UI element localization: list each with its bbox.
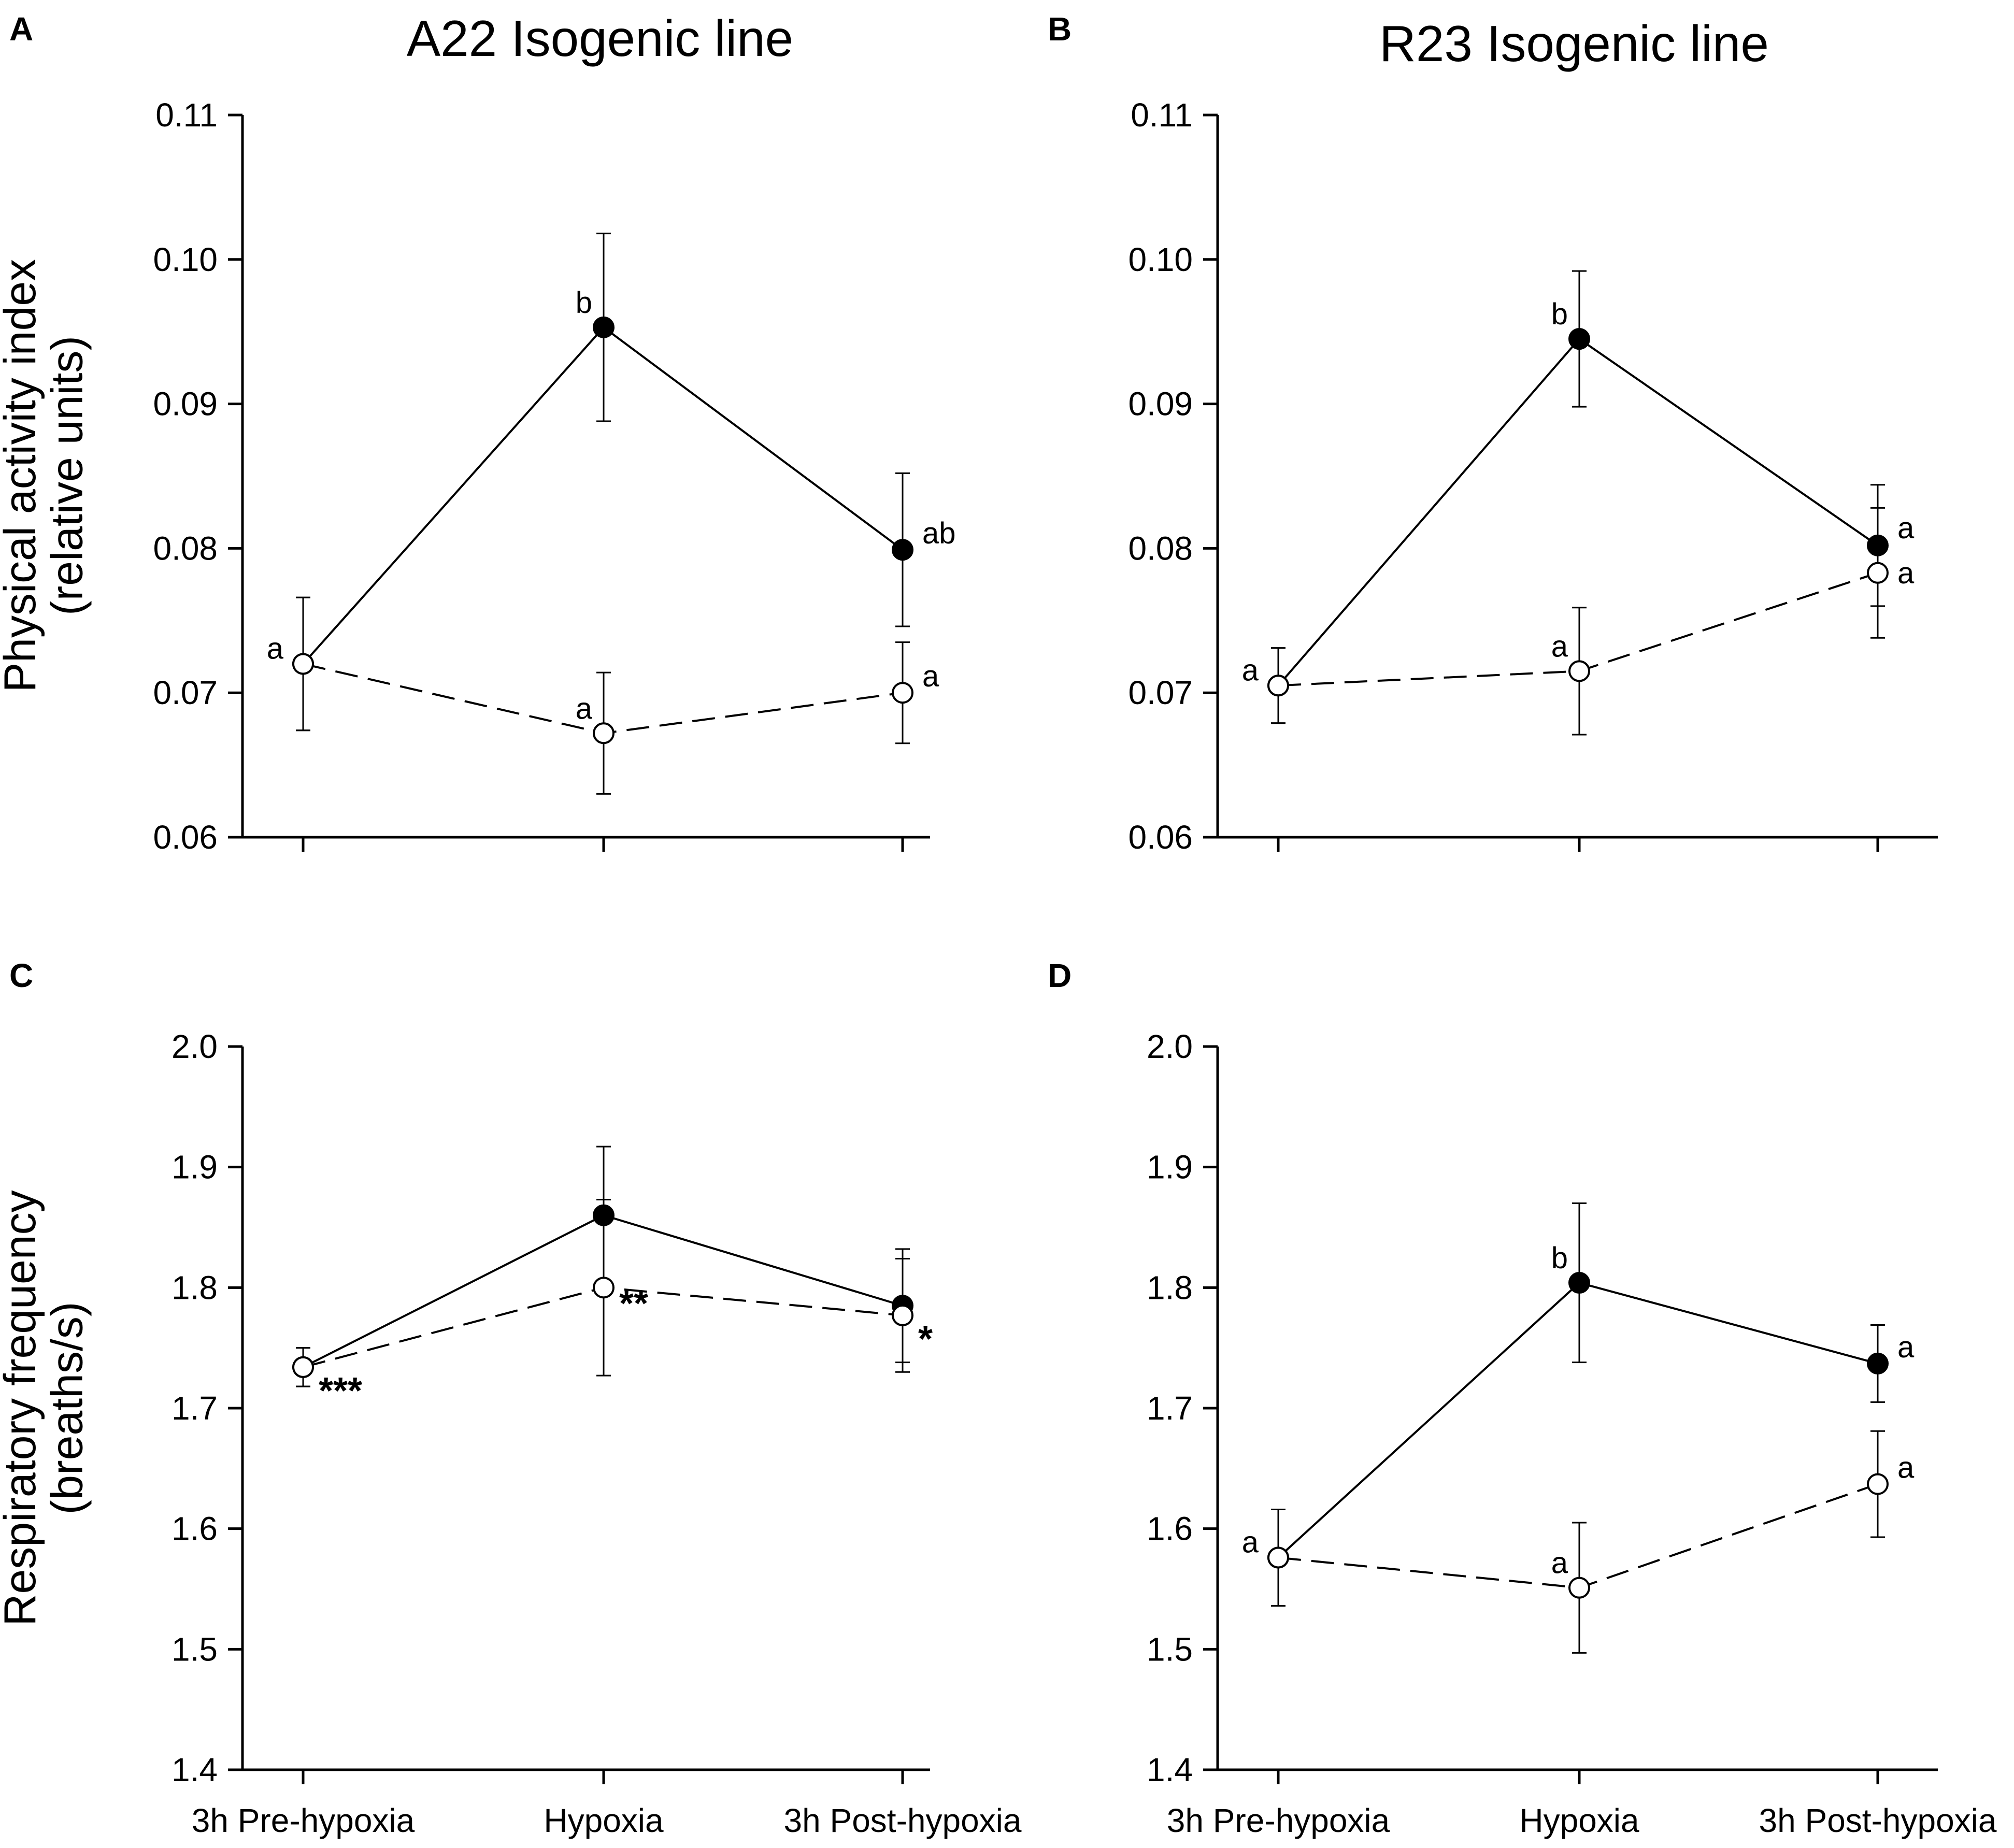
significance-letter: a <box>1897 511 1915 545</box>
y-tick-label: 1.6 <box>172 1510 218 1548</box>
x-tick-label: 3h Post-hypoxia <box>1759 1802 1997 1839</box>
panel-b: B R23 Isogenic line 0.06 0.07 0.08 0.09 0.10 0.… <box>1048 10 1938 856</box>
panel-a: A A22 Isogenic line Physical activity inde… <box>0 10 956 856</box>
data-point-open <box>1867 562 1889 584</box>
significance-letter: a <box>1551 1546 1568 1580</box>
y-axis-label-line: (relative units) <box>42 336 92 615</box>
significance-letter: b <box>1551 297 1568 331</box>
panel-c: C Respiratory frequency(breaths/s) 1.4 1.5 1… <box>0 957 1022 1839</box>
panel-letter: B <box>1048 10 1072 48</box>
data-point-open <box>892 682 913 704</box>
significance-stars: *** <box>319 1370 362 1412</box>
x-tick-label: 3h Pre-hypoxia <box>1167 1802 1390 1839</box>
y-tick-label: 2.0 <box>1147 1028 1193 1065</box>
y-tick-label: 1.8 <box>172 1269 218 1306</box>
significance-letter: a <box>1242 1526 1259 1559</box>
series-line-filled <box>1277 337 1879 686</box>
data-point-open <box>892 1304 913 1326</box>
data-point-open <box>1867 1473 1889 1495</box>
significance-letter: a <box>1897 556 1915 590</box>
y-axis-label-line: (breaths/s) <box>42 1301 92 1514</box>
data-point-open <box>1267 675 1289 697</box>
y-tick-label: 0.10 <box>153 241 218 278</box>
data-point-filled <box>892 539 913 561</box>
data-point-open <box>1568 660 1590 682</box>
data-point-filled <box>1867 534 1889 556</box>
panel-letter: D <box>1048 957 1072 994</box>
y-tick-label: 0.06 <box>153 819 218 856</box>
significance-letter: a <box>267 632 284 665</box>
panel-title: A22 Isogenic line <box>407 10 793 67</box>
significance-letter: a <box>576 692 593 725</box>
significance-stars: * <box>918 1319 933 1360</box>
y-tick-label: 0.08 <box>153 529 218 567</box>
panel-letter: A <box>9 10 33 48</box>
y-tick-label: 1.9 <box>172 1149 218 1186</box>
y-axis-label: Physical activity index(relative units) <box>0 259 92 692</box>
data-point-filled <box>593 1204 615 1226</box>
data-point-open <box>1267 1546 1289 1569</box>
series-line-open <box>1278 1483 1878 1589</box>
x-tick-label: Hypoxia <box>1519 1802 1639 1839</box>
y-tick-label: 1.4 <box>1147 1751 1193 1788</box>
data-point-open <box>292 1356 314 1378</box>
data-point-open <box>593 1277 615 1299</box>
y-tick-label: 1.5 <box>172 1630 218 1668</box>
x-tick-label: 3h Post-hypoxia <box>784 1802 1022 1839</box>
y-tick-label: 1.7 <box>172 1389 218 1427</box>
significance-letter: b <box>1551 1241 1568 1275</box>
y-tick-label: 0.09 <box>1128 385 1193 423</box>
y-tick-label: 1.9 <box>1147 1149 1193 1186</box>
data-point-open <box>292 653 314 675</box>
data-point-filled <box>1867 1352 1889 1374</box>
data-point-open <box>593 722 615 744</box>
y-tick-label: 1.7 <box>1147 1389 1193 1427</box>
y-tick-label: 2.0 <box>172 1028 218 1065</box>
series-line-filled <box>1277 1281 1878 1558</box>
y-tick-label: 0.08 <box>1128 529 1193 567</box>
significance-letter: b <box>576 286 592 320</box>
significance-stars: ** <box>619 1283 648 1324</box>
data-point-filled <box>593 316 615 338</box>
y-tick-label: 1.5 <box>1147 1630 1193 1668</box>
data-point-filled <box>1568 1272 1590 1294</box>
significance-letter: a <box>922 660 939 693</box>
y-tick-label: 0.11 <box>1131 96 1193 134</box>
x-tick-label: 3h Pre-hypoxia <box>192 1802 415 1839</box>
x-tick-label: Hypoxia <box>544 1802 664 1839</box>
y-tick-label: 0.09 <box>153 385 218 423</box>
y-axis-label-line: Physical activity index <box>0 259 45 692</box>
y-tick-label: 1.6 <box>1147 1510 1193 1548</box>
data-point-open <box>1568 1577 1590 1599</box>
y-tick-label: 1.4 <box>172 1751 218 1788</box>
y-tick-label: 0.10 <box>1128 241 1193 278</box>
significance-letter: a <box>1551 629 1568 663</box>
panel-d: D 1.4 1.5 1.6 1.7 1.8 1.9 2.0 3h Pre-hypoxia Hypo… <box>1048 957 1997 1839</box>
y-tick-label: 0.07 <box>1128 674 1193 711</box>
y-tick-label: 1.8 <box>1147 1269 1193 1306</box>
y-axis-label: Respiratory frequency(breaths/s) <box>0 1190 92 1626</box>
significance-letter: ab <box>922 517 956 550</box>
data-point-filled <box>1568 328 1590 350</box>
y-tick-label: 0.07 <box>153 674 218 711</box>
significance-letter: a <box>1242 653 1259 687</box>
y-tick-label: 0.06 <box>1128 819 1193 856</box>
panel-letter: C <box>9 957 33 994</box>
panel-title: R23 Isogenic line <box>1379 15 1769 72</box>
y-tick-label: 0.11 <box>155 96 218 134</box>
significance-letter: a <box>1897 1451 1915 1485</box>
significance-letter: a <box>1897 1330 1915 1364</box>
y-axis-label-line: Respiratory frequency <box>0 1190 45 1626</box>
